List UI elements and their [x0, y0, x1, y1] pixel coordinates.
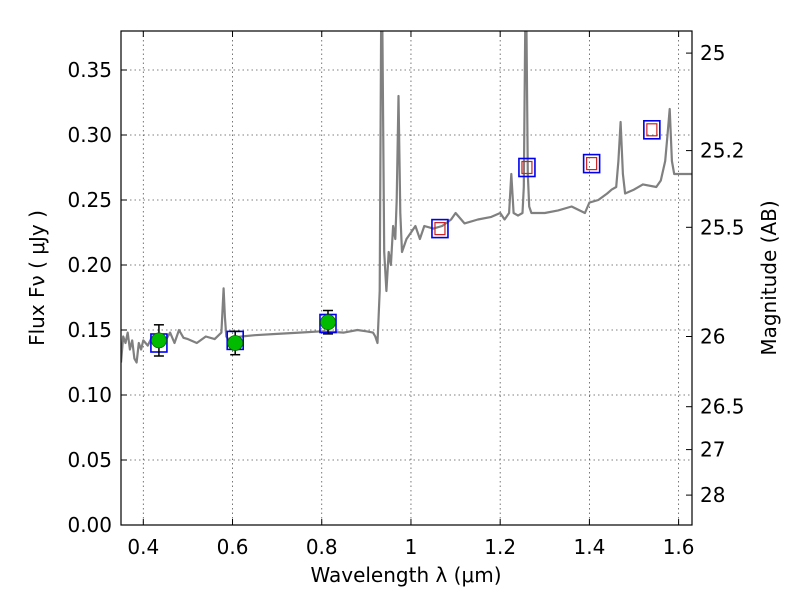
- grid-lines: [121, 31, 692, 526]
- y-tick-label: 0.35: [67, 58, 112, 82]
- plot-frame: [120, 30, 693, 526]
- x-tick-label: 1.2: [484, 535, 516, 559]
- y-tick-label: 0.15: [67, 318, 112, 342]
- x-tick-label: 0.4: [127, 535, 159, 559]
- y-tick-label: 0.00: [67, 513, 112, 537]
- y-tick-label: 0.25: [67, 188, 112, 212]
- mag-tick-label: 26: [700, 325, 725, 349]
- y-tick-label: 0.20: [67, 253, 112, 277]
- x-tick-label: 0.6: [217, 535, 249, 559]
- photometry-point: [320, 314, 336, 331]
- mag-tick-label: 27: [700, 438, 725, 462]
- y2-axis-title: Magnitude (AB): [757, 200, 781, 355]
- photometry-point: [227, 335, 244, 351]
- model-flux-box: [431, 218, 449, 239]
- model-flux-box: [518, 157, 536, 178]
- x-tick-label: 1.6: [663, 535, 695, 559]
- data-markers: [150, 120, 661, 357]
- upper-band-box: [521, 160, 533, 175]
- mag-tick-label: 25.5: [700, 215, 745, 239]
- y-tick-label: 0.30: [67, 123, 112, 147]
- model-flux-box: [643, 120, 661, 140]
- upper-band-box: [646, 123, 658, 137]
- y-axis-title: Flux Fν ( μJy ): [25, 210, 49, 346]
- x-tick-label: 1: [405, 535, 418, 559]
- spectrum-line: [121, 31, 692, 364]
- upper-band-box: [434, 222, 446, 236]
- mag-tick-label: 26.5: [700, 395, 745, 419]
- upper-band-box: [586, 157, 598, 171]
- mag-tick-label: 25: [700, 41, 725, 65]
- x-tick-label: 1.4: [573, 535, 605, 559]
- mag-tick-label: 28: [700, 483, 725, 507]
- photometry-point: [151, 332, 167, 349]
- x-axis-title: Wavelength λ (μm): [310, 563, 501, 587]
- x-tick-label: 0.8: [306, 535, 338, 559]
- y-tick-label: 0.05: [67, 448, 112, 472]
- mag-tick-label: 25.2: [700, 139, 745, 163]
- model-flux-box: [582, 153, 601, 174]
- axis-ticks: 0.4 0.6 0.8 1 1.2 1.4 1.6 0.00 0.05 0.10 0.15 0.20 0…: [67, 31, 745, 559]
- y-tick-label: 0.10: [67, 383, 112, 407]
